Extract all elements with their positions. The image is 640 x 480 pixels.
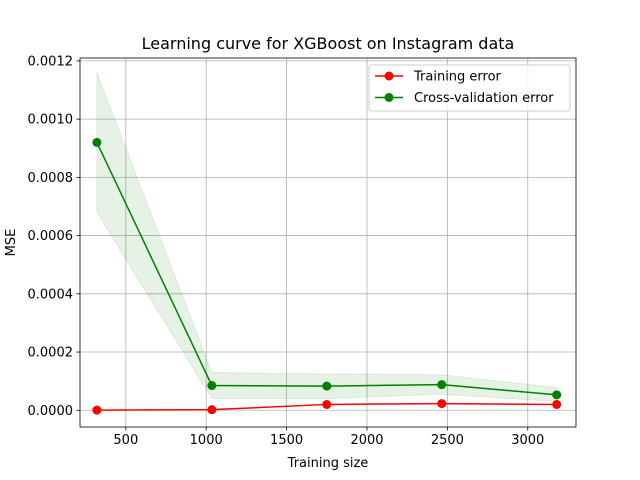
series-lines	[92, 137, 562, 415]
legend-training-error-marker	[384, 71, 394, 81]
plot-area-frame	[79, 57, 577, 428]
training-error-point	[437, 399, 447, 409]
x-tick-label: 2000	[350, 433, 383, 448]
x-axis-label: Training size	[287, 456, 369, 471]
legend-training-error-label: Training error	[413, 70, 502, 85]
y-tick-label: 0.0006	[28, 229, 74, 244]
cv-error-point	[92, 137, 102, 147]
legend-box	[368, 64, 571, 112]
training-error-point	[322, 399, 332, 409]
training-error-point	[207, 405, 217, 415]
y-tick-label: 0.0004	[28, 287, 74, 302]
cv-error-point	[207, 381, 217, 391]
cv-error-point	[552, 390, 562, 400]
legend: Training error Cross-validation error	[368, 64, 571, 112]
legend-cv-error-marker	[384, 93, 394, 102]
y-tick-label: 0.0010	[28, 113, 74, 128]
x-tick-label: 1500	[270, 433, 303, 448]
y-tick-label: 0.0012	[28, 54, 74, 69]
y-tick-label: 0.0000	[28, 404, 74, 419]
x-tick-label: 2500	[431, 433, 464, 448]
chart-title: Learning curve for XGBoost on Instagram …	[142, 34, 515, 53]
axis-ticks: 500 1000 1500 2000 2500 3000 0.0000 0.0002 0.000…	[28, 54, 545, 448]
training-error-point	[552, 399, 562, 409]
cv-error-point	[322, 381, 332, 391]
x-tick-label: 500	[113, 433, 138, 448]
x-tick-label: 3000	[511, 433, 544, 448]
y-axis-label: MSE	[4, 229, 19, 257]
y-tick-label: 0.0002	[28, 346, 74, 361]
grid-lines	[80, 58, 576, 427]
x-tick-label: 1000	[190, 433, 223, 448]
legend-cv-error-label: Cross-validation error	[414, 91, 554, 106]
y-tick-label: 0.0008	[28, 171, 74, 186]
training-error-point	[92, 405, 102, 415]
cv-error-point	[437, 380, 447, 390]
